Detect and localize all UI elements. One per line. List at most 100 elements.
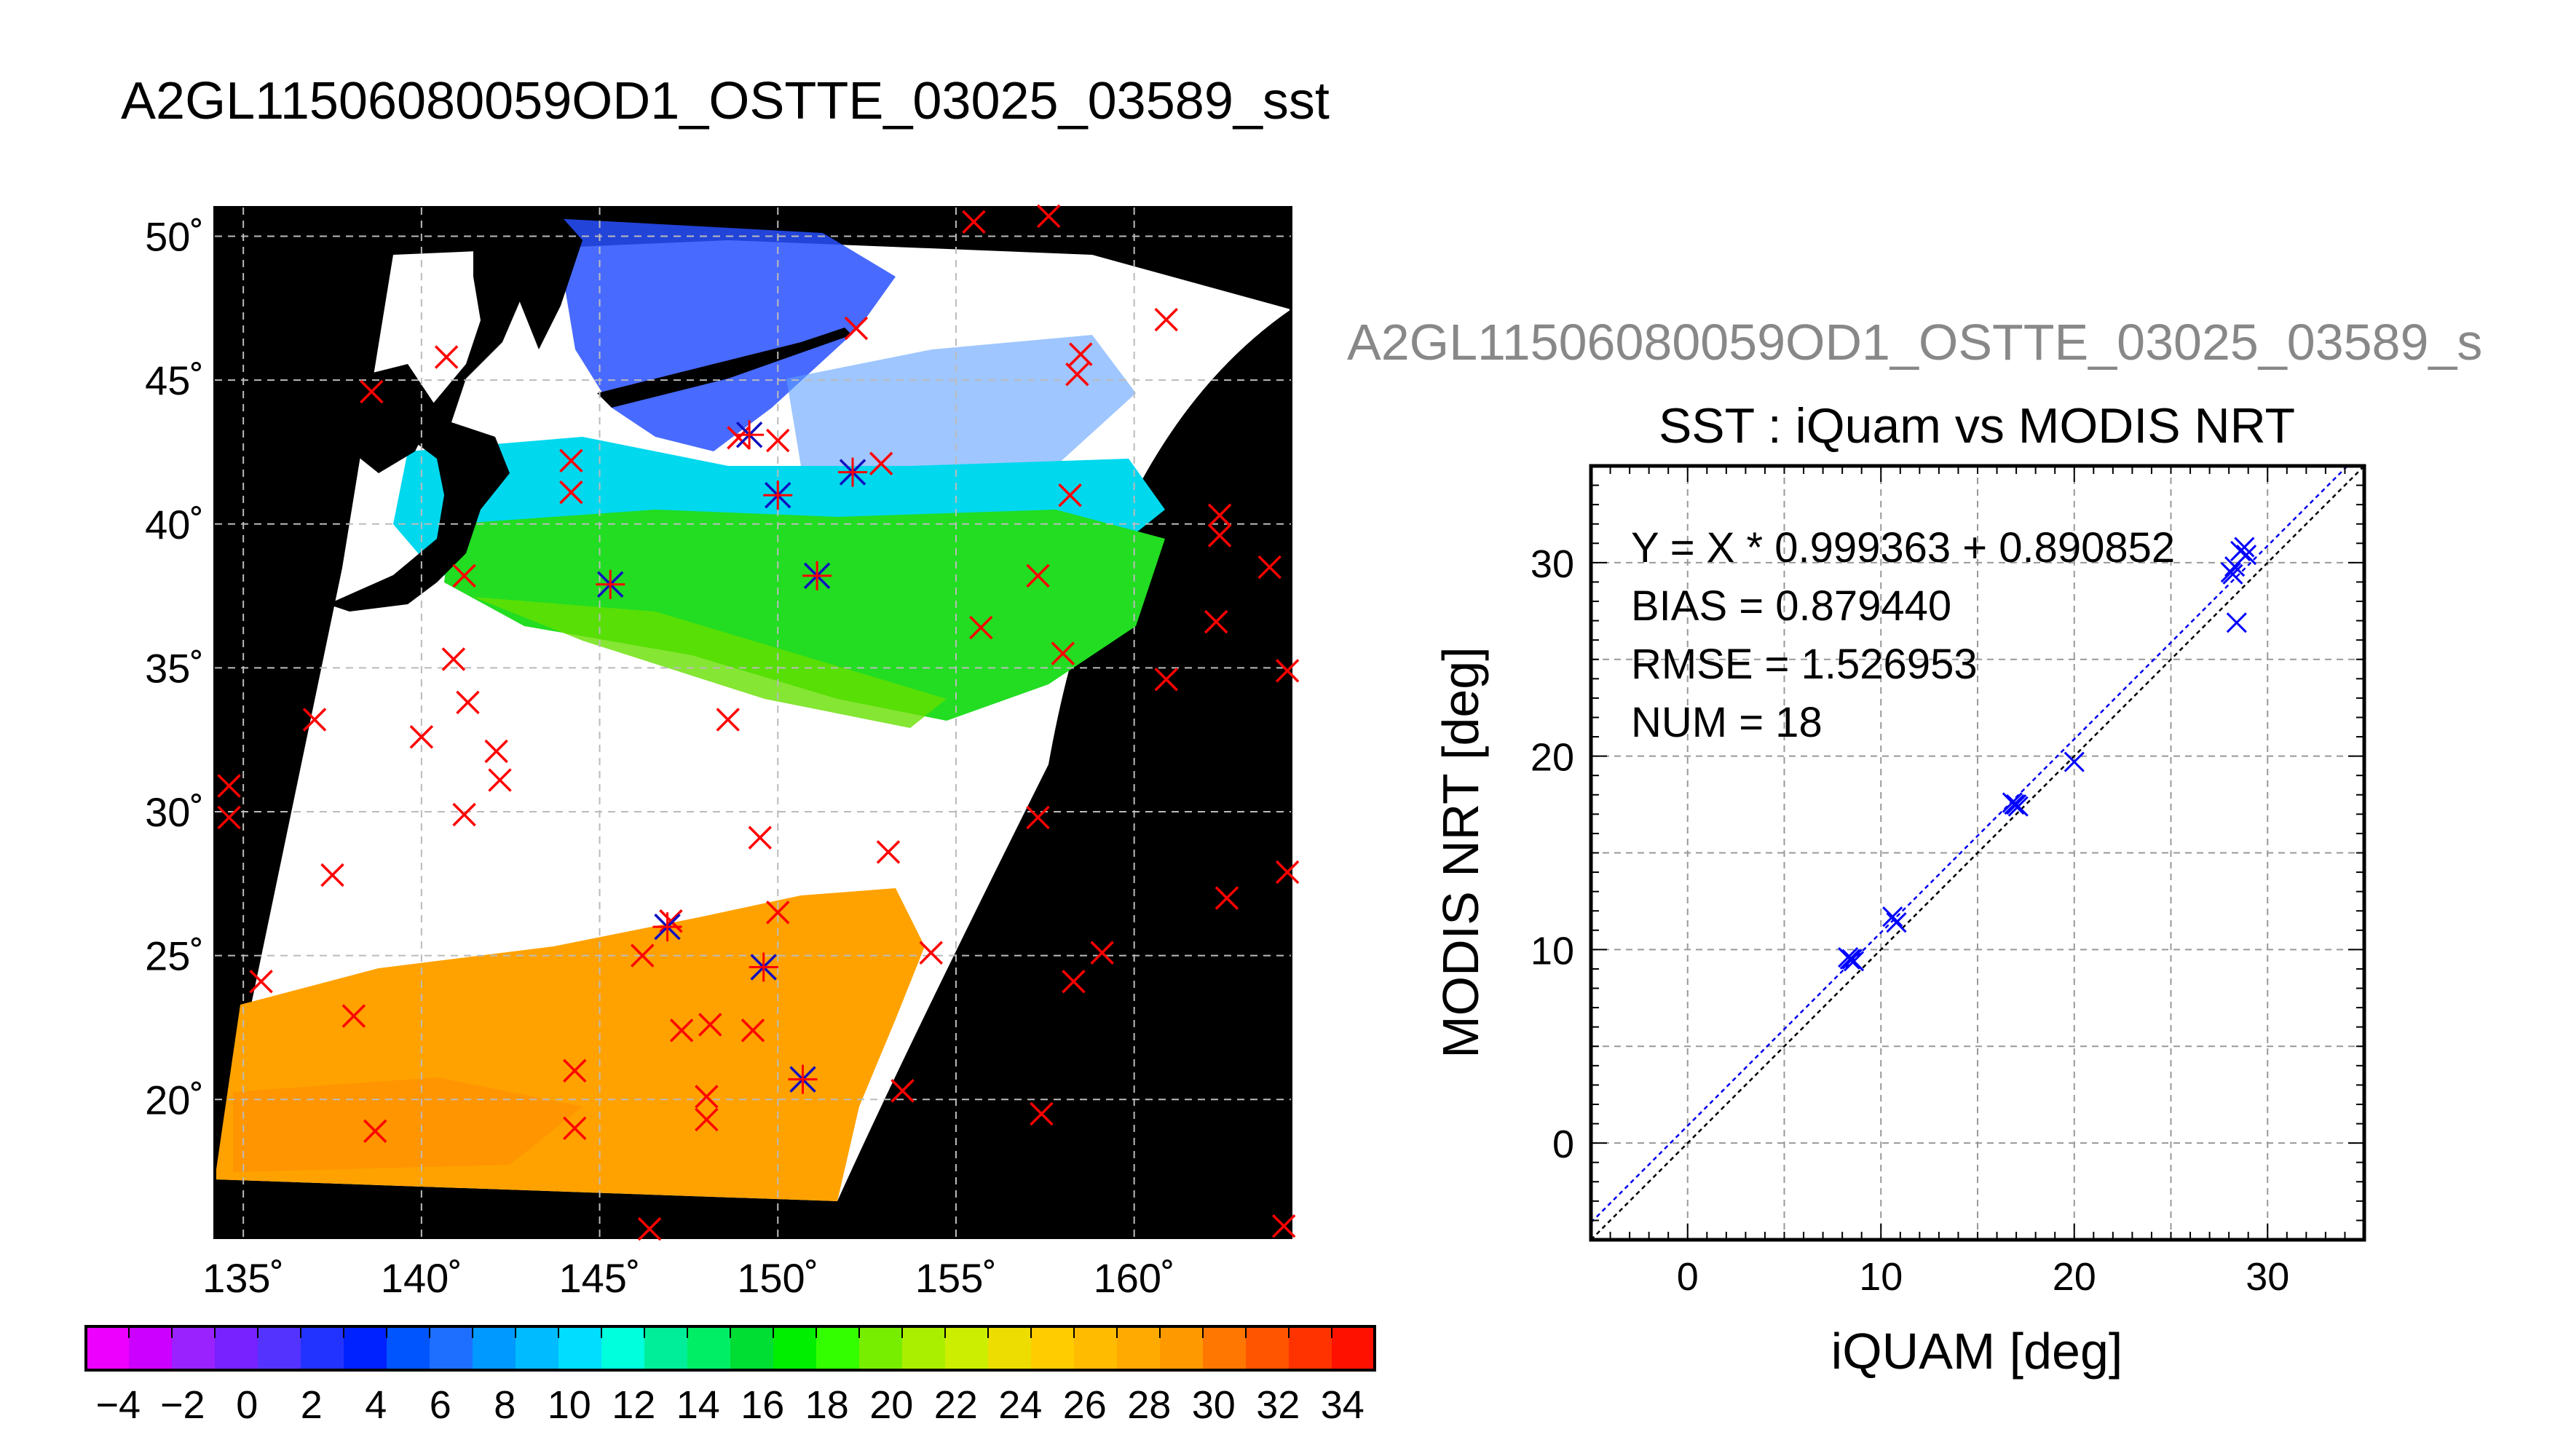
colorbar-tick-label: 30 [1192,1383,1236,1427]
colorbar-swatch [1117,1326,1161,1370]
region-mid-band-2 [473,597,947,728]
land-sakhalin [502,207,583,349]
map-y-tick-label: 45˚ [145,357,204,403]
colorbar-tick-label: 32 [1256,1383,1300,1427]
colorbar-swatch [344,1326,387,1370]
colorbar-swatch [516,1326,559,1370]
map-y-tick-label: 40˚ [145,502,204,547]
map-marker [659,909,683,933]
colorbar-swatch [1031,1326,1075,1370]
colorbar-swatch [86,1326,130,1370]
map-marker [1275,659,1300,683]
colorbar-swatch [430,1326,473,1370]
colorbar-swatch [1160,1326,1204,1370]
map-frame [213,206,1292,1239]
colorbar-swatch [687,1326,731,1370]
map-marker [1154,307,1178,332]
colorbar-tick-label: 12 [612,1383,655,1427]
map-marker [363,1119,387,1143]
map-marker [1154,667,1178,692]
colorbar-tick-label: 34 [1321,1383,1365,1427]
map-matched-marker [596,569,625,599]
map-matched-marker [788,1064,818,1094]
map-marker [1069,342,1093,366]
colorbar-swatch [301,1326,344,1370]
colorbar-swatch [644,1326,688,1370]
map-marker [919,941,943,965]
region-mid-band [444,510,1165,721]
colorbar-swatch [558,1326,602,1370]
colorbar-swatch [1074,1326,1118,1370]
colorbar-swatch [816,1326,860,1370]
map-marker [1275,860,1300,885]
colorbar-tick-label: −4 [95,1383,141,1427]
map-marker [559,480,583,505]
map-marker [360,379,384,404]
colorbar-tick-label: 2 [301,1383,323,1427]
map-marker [409,725,434,749]
map-matched-marker [763,480,793,510]
colorbar-tick-label: 16 [741,1383,784,1427]
colorbar-tick-label: 10 [548,1383,591,1427]
map-marker [563,1116,587,1141]
map-y-tick-label: 25˚ [145,933,204,979]
map-y-tick-label: 50˚ [145,214,204,260]
map-marker [1090,941,1114,965]
colorbar-tick-label: 14 [676,1383,720,1427]
map-marker [434,345,459,369]
map-matched-marker [802,561,832,590]
map-marker [1065,363,1089,387]
map-marker [637,1216,662,1241]
colorbar-swatch [387,1326,430,1370]
colorbar-tick-label: 24 [998,1383,1042,1427]
map-x-tick-label: 155˚ [915,1255,997,1301]
colorbar-tick-label: 28 [1127,1383,1171,1427]
colorbar-tick-label: 20 [869,1383,913,1427]
map-marker [249,969,273,994]
map-plot-area [215,207,1291,1238]
colorbar-swatch [215,1326,258,1370]
colorbar-frame [84,1325,1376,1372]
map-marker [1036,204,1061,229]
region-warm-sea-2 [233,1077,583,1172]
map-x-tick-label: 140˚ [381,1255,462,1301]
map-marker [1051,641,1075,665]
map-marker [341,1004,366,1028]
map-marker [698,1013,722,1037]
colorbar-tick-label: 8 [494,1383,516,1427]
map-marker [452,802,476,827]
map-marker [1257,555,1282,579]
colorbar-swatch [859,1326,903,1370]
map-marker [559,448,583,473]
map-marker [1026,805,1050,830]
colorbar-tick-labels: −4 −2 0 2 4 6 8 10 12 14 16 18 20 22 24 26 28 30 32 34 [95,1383,1364,1427]
map-marker [1062,969,1086,994]
map-marker [844,316,869,341]
map-marker [320,863,344,887]
land-korea [342,364,437,473]
map-marker [452,563,476,588]
map-marker [456,690,480,715]
map-marker [631,943,655,968]
colorbar-swatch [172,1326,216,1370]
map-marker [869,451,893,476]
map-marker [488,768,512,792]
colorbar-swatch [129,1326,173,1370]
colorbar-swatch [773,1326,817,1370]
colorbar-tick-label: 0 [236,1383,258,1427]
colorbar [86,1326,1375,1370]
map-marker [217,805,241,830]
map-x-tick-label: 135˚ [202,1255,284,1301]
map-marker [217,774,241,798]
map-marker [1026,563,1050,588]
colorbar-swatch [1246,1326,1290,1370]
colorbar-swatch [1203,1326,1247,1370]
colorbar-tick-label: 4 [365,1383,387,1427]
map-marker [1030,1101,1054,1126]
map-x-tick-label: 160˚ [1094,1255,1175,1301]
map-marker [876,840,901,864]
map-x-tick-label: 145˚ [559,1255,641,1301]
map-x-tick-labels: 135˚ 140˚ 145˚ 150˚ 155˚ 160˚ [202,1255,1175,1301]
map-marker [1058,483,1082,507]
